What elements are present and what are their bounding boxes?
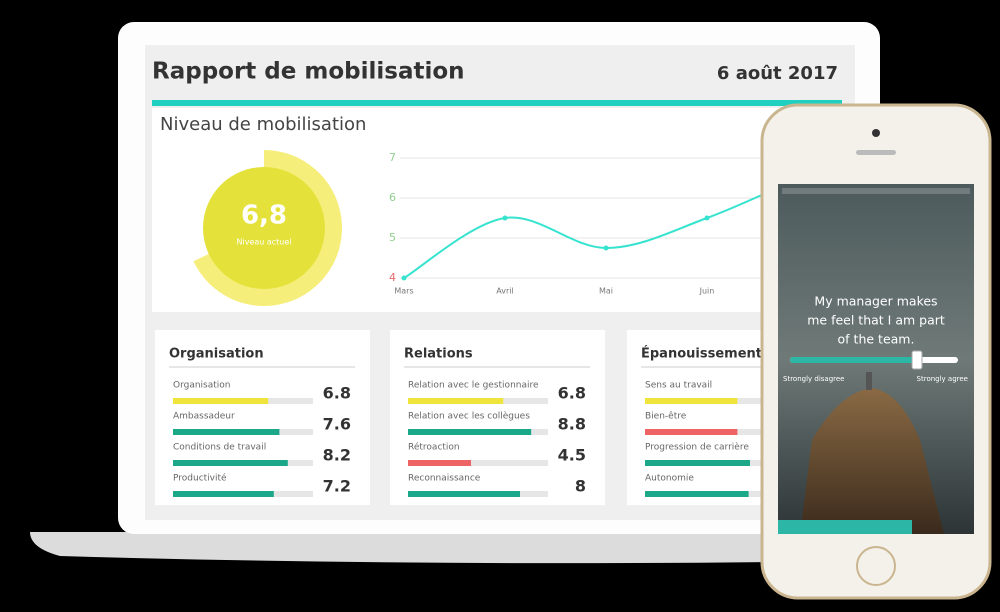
x-tick-label: Avril	[496, 287, 513, 296]
item-label: Conditions de travail	[173, 443, 266, 453]
y-tick-label: 5	[389, 231, 396, 244]
item-value: 8.2	[323, 446, 351, 465]
gauge-disc	[203, 167, 325, 289]
card-title: Relations	[404, 347, 473, 362]
gauge-value: 6,8	[241, 201, 287, 231]
bar	[408, 491, 520, 497]
item-value: 6.8	[323, 384, 351, 403]
header-rule	[152, 100, 842, 106]
submit-button[interactable]	[778, 520, 912, 534]
bar	[408, 460, 471, 466]
item-value: 7.2	[323, 477, 351, 496]
gauge-caption: Niveau actuel	[236, 238, 291, 247]
panel-title: Niveau de mobilisation	[160, 114, 366, 135]
item-label: Reconnaissance	[408, 474, 481, 484]
item-value: 7.6	[323, 415, 351, 434]
item-label: Rétroaction	[408, 442, 460, 453]
item-label: Productivité	[173, 473, 227, 484]
item-label: Relation avec le gestionnaire	[408, 381, 539, 391]
item-label: Autonomie	[645, 474, 694, 484]
card	[390, 330, 605, 505]
bar	[173, 398, 269, 404]
phone-speaker	[856, 150, 896, 155]
home-button[interactable]	[856, 546, 896, 586]
x-tick-label: Juin	[699, 287, 715, 296]
figure	[866, 372, 872, 390]
bar	[173, 460, 288, 466]
bar	[173, 491, 274, 497]
item-label: Ambassadeur	[173, 412, 235, 422]
report-date: 6 août 2017	[717, 63, 838, 84]
card	[155, 330, 370, 505]
phone-camera	[872, 129, 880, 137]
question-line: of the team.	[838, 332, 915, 347]
question-line: me feel that I am part	[807, 313, 945, 328]
bar	[645, 460, 750, 466]
phone-content: My manager makes me feel that I am part of…	[783, 294, 968, 384]
bar	[645, 429, 738, 435]
bar	[645, 491, 749, 497]
item-label: Relation avec les collègues	[408, 411, 530, 422]
line-point	[401, 275, 407, 281]
card-title: Épanouissement	[641, 346, 762, 362]
cards: Organisation Organisation 6.8 Ambassadeur 7.…	[155, 330, 842, 505]
y-tick-label: 4	[389, 271, 396, 284]
bar	[408, 429, 532, 435]
x-tick-label: Mars	[394, 287, 413, 296]
item-label: Progression de carrière	[645, 442, 749, 453]
bar-track	[408, 460, 548, 466]
question-line: My manager makes	[814, 294, 937, 309]
phone: My manager makes me feel that I am part of…	[760, 103, 992, 600]
bar	[173, 429, 280, 435]
min-label: Strongly disagree	[783, 375, 845, 383]
max-label: Strongly agree	[917, 375, 968, 383]
item-label: Organisation	[173, 381, 231, 391]
item-value: 8	[575, 477, 586, 496]
laptop-base	[30, 532, 770, 564]
report-title: Rapport de mobilisation	[152, 59, 465, 85]
gauge: 6,8 Niveau actuel	[193, 150, 342, 306]
x-tick-label: Mai	[599, 287, 613, 296]
item-value: 6.8	[558, 384, 586, 403]
mountain	[800, 388, 944, 534]
line-point	[603, 245, 609, 251]
slider-fill[interactable]	[790, 357, 916, 363]
item-value: 4.5	[558, 446, 586, 465]
bar	[645, 398, 738, 404]
item-label: Bien-être	[645, 411, 687, 422]
y-tick-label: 6	[389, 191, 396, 204]
line-point	[704, 215, 710, 221]
item-value: 8.8	[558, 415, 586, 434]
item-label: Sens au travail	[645, 381, 712, 391]
bar	[408, 398, 504, 404]
status-bar	[782, 188, 970, 194]
slider-handle[interactable]	[911, 350, 923, 370]
card-title: Organisation	[169, 347, 264, 362]
y-tick-label: 7	[389, 151, 396, 164]
line-point	[502, 215, 508, 221]
